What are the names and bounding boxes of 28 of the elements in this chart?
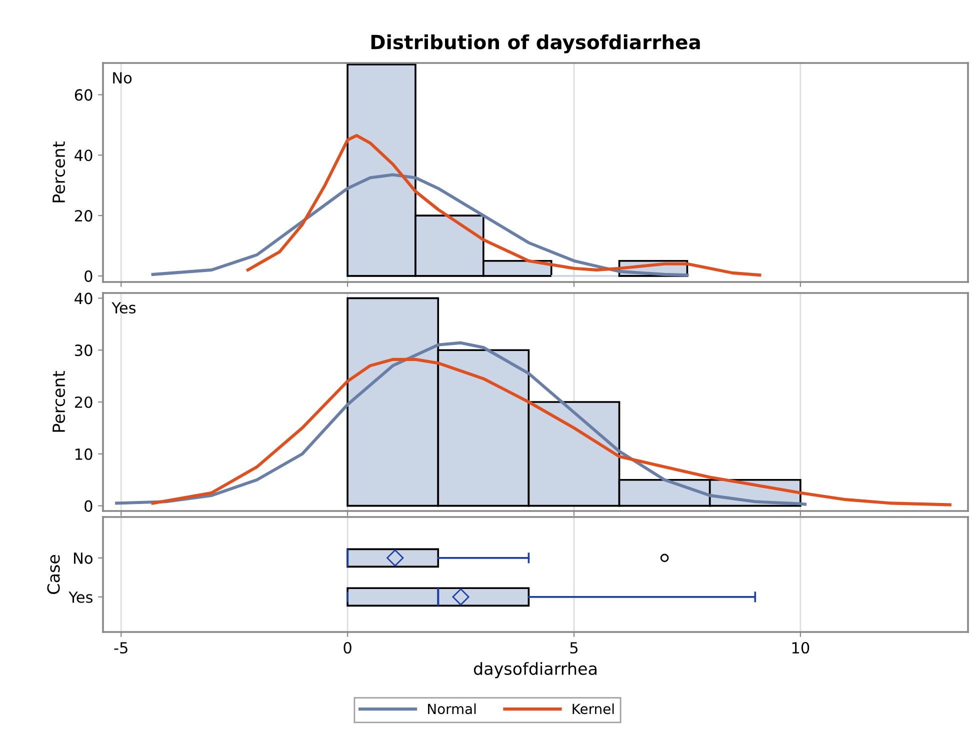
y-tick-label: 20 (74, 210, 92, 222)
annotation: No (113, 72, 132, 84)
line-series (151, 173, 689, 277)
y-axis-title: Percent (52, 142, 66, 202)
annotation: Yes (112, 302, 136, 314)
y-tick-label: Yes (68, 592, 93, 603)
line-series (115, 341, 806, 506)
y-tick-label: 0 (84, 270, 92, 282)
y-tick-label: 40 (74, 150, 92, 162)
y-axis-title: Percent (52, 371, 66, 432)
y-tick-label: 20 (74, 396, 92, 408)
x-tick-label: 0 (344, 642, 352, 654)
legend-label: Normal (428, 703, 476, 714)
line-series (151, 358, 952, 506)
x-tick-label: 10 (792, 642, 810, 654)
legend-label: Kernel (572, 703, 614, 714)
y-tick-label: 60 (74, 89, 92, 101)
y-tick-label: 0 (84, 500, 92, 512)
line-series (246, 134, 762, 277)
y-axis-title: Case (47, 554, 60, 594)
chart-title: Distribution of daysofdiarrhea (371, 34, 700, 54)
x-tick-label: 5 (570, 642, 578, 654)
y-tick-label: 40 (74, 292, 92, 304)
x-axis-title: daysofdiarrhea (474, 662, 596, 678)
y-tick-label: 10 (76, 448, 92, 460)
x-tick-label: -5 (114, 642, 128, 654)
y-tick-label: 30 (75, 344, 92, 356)
y-tick-label: No (74, 552, 92, 564)
